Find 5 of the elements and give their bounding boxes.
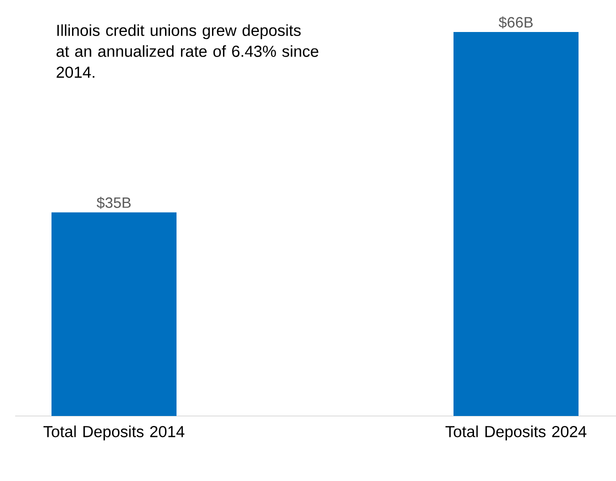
data-label: $35B <box>96 196 131 209</box>
x-tick-label: Total Deposits 2024 <box>445 426 586 440</box>
annotation: Illinois credit unions grew deposits at an annualized rate of 6.43% since 2014. <box>56 24 318 78</box>
x-tick-label: Total Deposits 2014 <box>43 426 184 440</box>
data-label: $66B <box>498 16 533 28</box>
